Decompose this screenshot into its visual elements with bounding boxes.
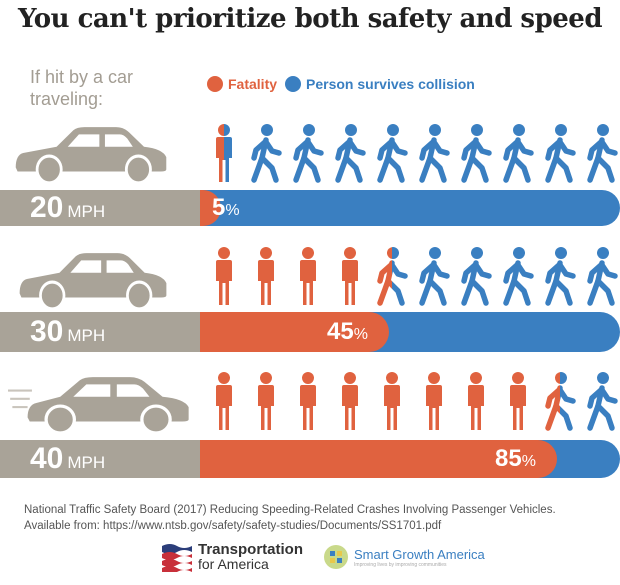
- legend-survivor: Person survives collision: [285, 76, 475, 92]
- flag-icon: [162, 544, 192, 572]
- tfa-line-1: Transportation: [198, 541, 304, 558]
- globe-icon: [324, 545, 349, 569]
- fatality-figure-icon: [342, 372, 358, 430]
- fatality-figure-icon: [342, 247, 358, 305]
- survival-bar: [200, 190, 620, 226]
- fatality-figure-icon: [300, 372, 316, 430]
- survivor-figure-icon: [461, 247, 492, 306]
- source-citation: National Traffic Safety Board (2017) Red…: [24, 502, 556, 534]
- survivor-figure-icon: [545, 247, 576, 306]
- speed-value: 20: [30, 191, 64, 224]
- fatality-figure-icon: [468, 372, 484, 430]
- car-icon: [16, 248, 170, 312]
- survivor-figure-icon: [461, 124, 492, 183]
- car-icon: [12, 122, 170, 186]
- survivor-figure-icon: [545, 124, 576, 183]
- fatality-percent: 5%: [212, 194, 240, 222]
- split-figure-icon: [377, 247, 408, 306]
- pedestrian-row: [203, 245, 620, 307]
- percent-sign: %: [521, 453, 536, 470]
- source-line-2[interactable]: Available from: https://www.ntsb.gov/saf…: [24, 520, 442, 532]
- survivor-figure-icon: [503, 247, 534, 306]
- fatality-figure-icon: [258, 372, 274, 430]
- percent-sign: %: [225, 202, 240, 219]
- fatality-bar: [200, 190, 221, 226]
- fatality-figure-icon: [510, 372, 526, 430]
- legend-fatality: Fatality: [207, 76, 277, 92]
- smart-growth-america-logo: Smart Growth America Improving lives by …: [323, 544, 485, 570]
- speed-label-bg: [0, 190, 200, 226]
- legend: Fatality Person survives collision: [207, 76, 483, 92]
- percent-sign: %: [353, 326, 368, 343]
- survivor-figure-icon: [419, 247, 450, 306]
- survivor-figure-icon: [419, 124, 450, 183]
- car-icon: [8, 372, 193, 436]
- speed-label-bg: [0, 312, 200, 352]
- split-figure-icon: [545, 372, 576, 431]
- fatality-figure-icon: [216, 372, 232, 430]
- sga-tagline: Improving lives by improving communities: [354, 561, 447, 568]
- percent-value: 85: [495, 445, 522, 472]
- survivor-dot-icon: [285, 76, 302, 92]
- legend-fatality-label: Fatality: [228, 76, 278, 92]
- survivor-figure-icon: [587, 247, 618, 306]
- pedestrian-row: [203, 370, 620, 432]
- percent-value: 5: [212, 194, 226, 221]
- survivor-figure-icon: [503, 124, 534, 183]
- speed-bar: 30 MPH 45%: [0, 312, 620, 352]
- speed-bar: 40 MPH 85%: [0, 440, 620, 478]
- sga-name: Smart Growth America: [354, 546, 485, 562]
- intro-text: If hit by a car traveling:: [30, 67, 134, 109]
- pedestrian-row: [203, 122, 620, 184]
- survivor-figure-icon: [293, 124, 324, 183]
- survivor-figure-icon: [377, 124, 408, 183]
- fatality-dot-icon: [207, 76, 223, 92]
- speed-value: 30: [30, 315, 64, 348]
- speed-value: 40: [30, 442, 64, 475]
- source-line-1: National Traffic Safety Board (2017) Red…: [24, 504, 556, 516]
- speed-unit: MPH: [67, 326, 106, 345]
- fatality-bar: [200, 312, 389, 352]
- split-figure-icon: [216, 124, 232, 182]
- speed-bar: 20 MPH 5%: [0, 190, 620, 226]
- speed-label: 30 MPH: [30, 315, 105, 349]
- survivor-figure-icon: [587, 124, 618, 183]
- survivor-figure-icon: [587, 372, 618, 431]
- survivor-figure-icon: [251, 124, 282, 183]
- tfa-line-2: for America: [198, 556, 269, 572]
- percent-value: 45: [327, 318, 354, 345]
- speed-unit: MPH: [67, 202, 106, 221]
- speed-unit: MPH: [67, 453, 106, 472]
- survivor-figure-icon: [335, 124, 366, 183]
- fatality-bar: [200, 440, 557, 478]
- fatality-figure-icon: [426, 372, 442, 430]
- speed-label: 40 MPH: [30, 442, 105, 476]
- logos: Transportation for America Smart Growth …: [160, 542, 485, 572]
- speed-label-bg: [0, 440, 200, 478]
- transportation-for-america-logo: Transportation for America: [160, 542, 303, 572]
- fatality-percent: 45%: [327, 318, 368, 346]
- fatality-figure-icon: [216, 247, 232, 305]
- fatality-percent: 85%: [495, 445, 536, 473]
- legend-survivor-label: Person survives collision: [306, 76, 475, 92]
- fatality-figure-icon: [300, 247, 316, 305]
- fatality-figure-icon: [258, 247, 274, 305]
- page-title: You can't prioritize both safety and spe…: [17, 4, 603, 34]
- fatality-figure-icon: [384, 372, 400, 430]
- speed-label: 20 MPH: [30, 191, 105, 225]
